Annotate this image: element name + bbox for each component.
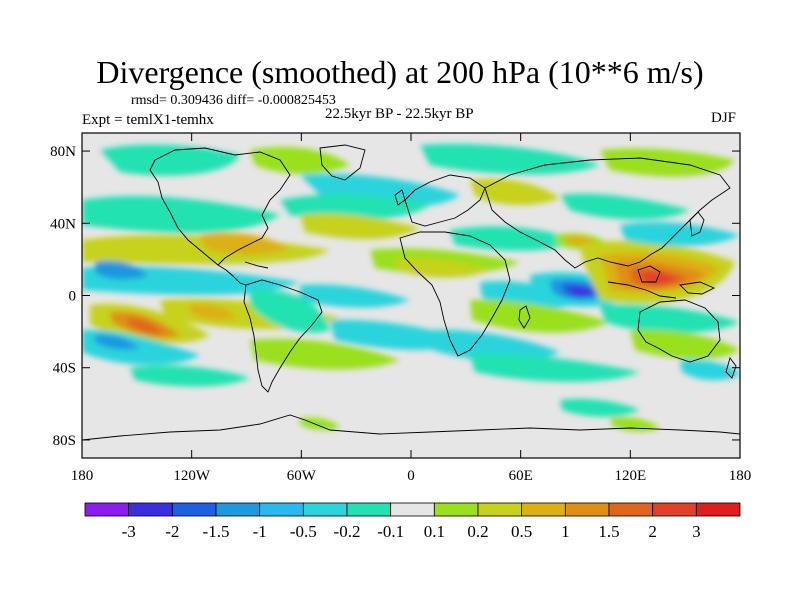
colorbar-swatch — [477, 502, 523, 517]
field-blob — [560, 193, 690, 220]
x-tick-label: 60E — [509, 468, 533, 484]
field-blob — [470, 178, 560, 206]
colorbar-label: 0.2 — [467, 522, 488, 541]
period-label: 22.5kyr BP - 22.5kyr BP — [325, 106, 474, 122]
colorbar-swatch — [433, 502, 479, 517]
field-blob — [560, 398, 640, 417]
colorbar: -3 -2 -1.5 -1 -0.5 -0.2 -0.1 0.1 0.2 0.5 1 1.5 2 3 — [84, 502, 741, 541]
field-blob — [250, 146, 350, 175]
colorbar-swatch — [564, 502, 610, 517]
divergence-field — [82, 133, 740, 458]
colorbar-swatch — [390, 502, 435, 517]
x-tick-label: 180 — [729, 468, 752, 484]
x-tick-label: 120W — [173, 468, 211, 484]
coast-europe — [404, 174, 486, 227]
coast-caribbean — [244, 261, 269, 269]
x-tick-label: 120E — [614, 468, 646, 484]
x-tick-label: 180 — [71, 468, 94, 484]
colorbar-swatch — [259, 502, 304, 517]
colorbar-label: 1.5 — [598, 522, 619, 541]
field-blob — [300, 213, 420, 239]
field-blob — [250, 289, 330, 333]
colorbar-swatch — [215, 502, 261, 517]
y-tick-label: 0 — [69, 289, 77, 305]
coast-madagascar — [518, 305, 531, 329]
field-blob — [82, 195, 280, 234]
colorbar-swatch — [302, 502, 348, 517]
field-blob — [620, 221, 740, 247]
coast-antarctica — [82, 414, 740, 441]
coast-japan — [689, 211, 705, 237]
colorbar-label: -0.5 — [290, 522, 317, 541]
colorbar-label: -2 — [165, 522, 179, 541]
field-blob — [680, 359, 740, 381]
chart-title: Divergence (smoothed) at 200 hPa (10**6 … — [96, 54, 704, 90]
coast-british-isles — [394, 189, 406, 206]
coast-new-guinea — [679, 281, 716, 295]
field-blob — [95, 334, 140, 350]
coast-borneo — [637, 265, 661, 283]
colorbar-label: -0.1 — [377, 522, 404, 541]
map-axes: 180 120W 60W 0 60E 120E 180 80N 40N 0 40S 80S — [50, 133, 751, 484]
field-blob — [300, 284, 410, 308]
colorbar-label: -0.2 — [334, 522, 361, 541]
field-blob — [642, 271, 676, 285]
field-blob — [300, 417, 340, 431]
colorbar-label: -1 — [253, 522, 267, 541]
coast-greenland — [319, 144, 366, 181]
colorbar-swatch — [521, 502, 566, 517]
field-blob — [190, 304, 236, 320]
y-tick-label: 80S — [53, 433, 76, 449]
colorbar-label: 0.5 — [511, 522, 532, 541]
coast-new-zealand — [725, 357, 737, 379]
colorbar-label: -1.5 — [203, 522, 230, 541]
colorbar-label: 3 — [692, 522, 701, 541]
coast-indonesia — [607, 281, 677, 299]
coast-north-america — [149, 147, 291, 266]
field-blob — [95, 260, 148, 280]
colorbar-label: 1 — [561, 522, 570, 541]
coast-south-america — [243, 279, 323, 393]
field-blob — [420, 143, 600, 175]
field-blob — [450, 226, 580, 251]
season-label: DJF — [711, 110, 737, 126]
y-tick-label: 40S — [53, 361, 76, 377]
x-tick-label: 0 — [407, 468, 415, 484]
coastlines — [82, 144, 740, 441]
colorbar-swatch — [171, 502, 217, 517]
coast-australia — [637, 299, 721, 363]
colorbar-label: 2 — [648, 522, 657, 541]
colorbar-label: 0.1 — [424, 522, 445, 541]
colorbar-swatch — [695, 502, 741, 517]
colorbar-label: -3 — [122, 522, 136, 541]
field-blob — [600, 304, 740, 334]
colorbar-swatch — [652, 502, 697, 517]
colorbar-swatch — [128, 502, 173, 517]
colorbar-swatch — [608, 502, 654, 517]
x-tick-label: 60W — [287, 468, 317, 484]
coast-asia — [484, 157, 731, 269]
field-blob — [570, 286, 594, 297]
field-blob — [630, 329, 740, 360]
y-tick-label: 40N — [50, 216, 76, 232]
rmsd-diff-label: rmsd= 0.309436 diff= -0.000825453 — [131, 93, 336, 108]
field-blob — [470, 299, 610, 333]
experiment-label: Expt = temlX1-temhx — [82, 112, 214, 128]
field-blob — [470, 354, 640, 382]
coast-africa — [399, 231, 511, 357]
field-blob — [128, 318, 164, 335]
field-blob — [200, 232, 290, 255]
field-blob — [600, 148, 735, 177]
field-blob — [130, 365, 250, 387]
colorbar-swatch — [346, 502, 392, 517]
colorbar-swatch — [84, 502, 130, 517]
y-tick-label: 80N — [50, 144, 76, 160]
field-blob — [250, 338, 400, 370]
field-blob — [100, 144, 240, 176]
coast-central-america — [217, 264, 247, 286]
